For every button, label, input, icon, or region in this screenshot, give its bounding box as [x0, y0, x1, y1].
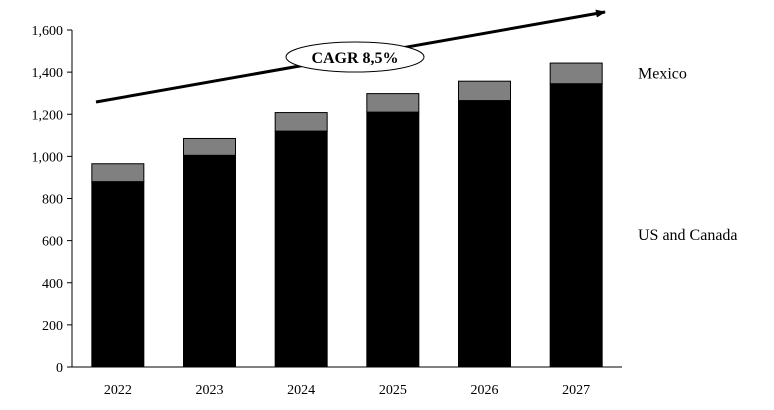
bar-segment-us-and-canada	[91, 181, 145, 368]
x-tick-label: 2023	[196, 383, 224, 398]
bar-segment-mexico	[274, 112, 328, 132]
y-tick-label: 1,600	[32, 24, 64, 39]
legend-label-us-and-canada: US and Canada	[638, 227, 738, 244]
bar-segment-us-and-canada	[549, 83, 603, 368]
y-tick-label: 600	[42, 235, 63, 250]
bars	[91, 62, 603, 368]
y-tick-label: 0	[56, 361, 63, 376]
x-tick-label: 2026	[471, 383, 499, 398]
y-tick-label: 200	[42, 319, 63, 334]
x-tick-label: 2024	[287, 383, 315, 398]
bar-segment-mexico	[549, 62, 603, 85]
cagr-badge	[285, 41, 425, 73]
bar-segment-us-and-canada	[274, 130, 328, 368]
bar-segment-mexico	[366, 93, 420, 113]
bar-segment-mexico	[458, 80, 511, 102]
legend: Mexico US and Canada	[638, 65, 738, 243]
y-tick-label: 1,200	[32, 108, 64, 123]
legend-label-mexico: Mexico	[638, 65, 687, 82]
y-tick-label: 1,000	[32, 150, 64, 165]
bar-segment-mexico	[183, 137, 236, 156]
y-tick-label: 800	[42, 193, 63, 208]
bar-segment-us-and-canada	[183, 154, 236, 368]
x-tick-label: 2025	[379, 383, 407, 398]
cagr-label: CAGR 8,5%	[311, 50, 398, 67]
x-axis: 2022 2023 2024 2025 2026 2027	[72, 366, 622, 398]
bar-segment-mexico	[91, 163, 145, 183]
bar-segment-us-and-canada	[366, 111, 420, 368]
x-tick-label: 2027	[562, 383, 590, 398]
bar-segment-us-and-canada	[458, 100, 511, 368]
x-tick-label: 2022	[104, 383, 132, 398]
y-tick-label: 400	[42, 277, 63, 292]
y-axis: 0 200 400 600 800 1,000 1,200 1,400 1,600	[32, 24, 73, 376]
cagr-annotation: CAGR 8,5%	[95, 9, 606, 104]
y-tick-label: 1,400	[32, 66, 64, 81]
